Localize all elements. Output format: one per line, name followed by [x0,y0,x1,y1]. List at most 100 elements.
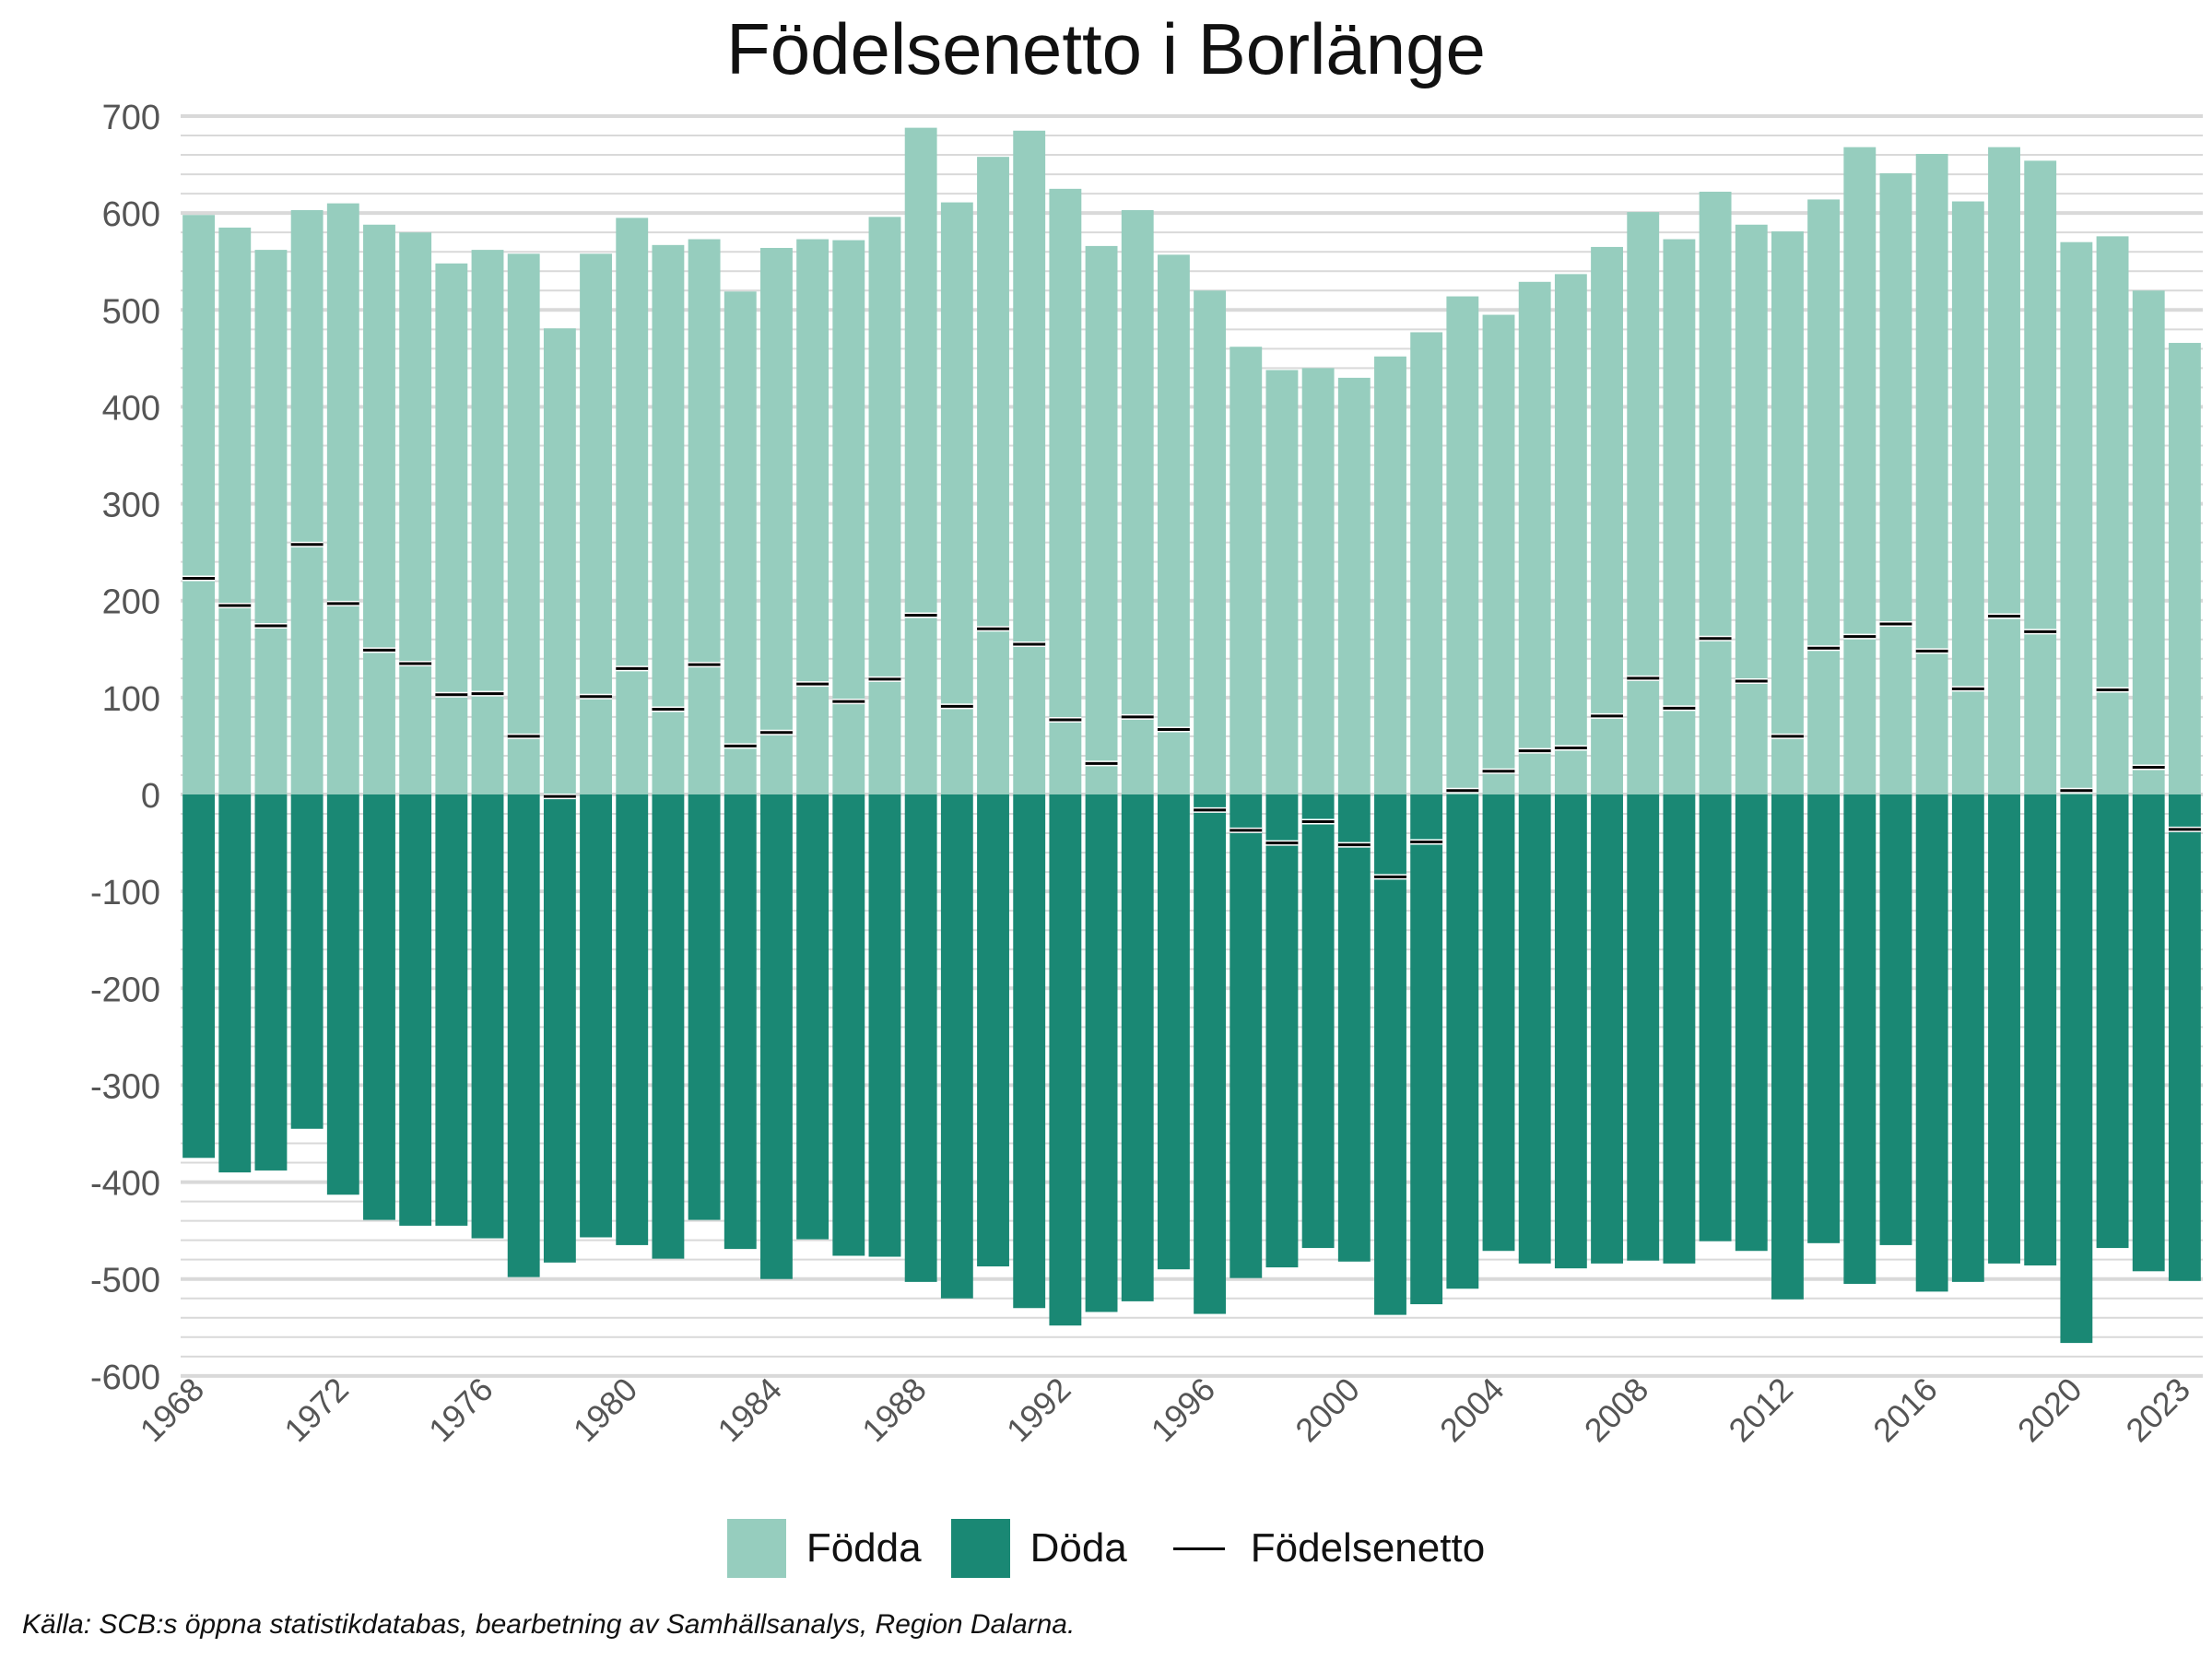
legend-item-fodelsenetto: Födelsenetto [1157,1525,1485,1571]
bar-fodda [904,127,937,795]
bar-doda [904,794,937,1282]
bar-fodda [254,250,288,794]
bar-doda [471,794,504,1239]
bar-fodda [832,240,865,794]
bar-fodda [2096,236,2129,794]
y-tick-label: 500 [102,292,160,331]
bar-doda [507,794,540,1277]
bar-doda [580,794,612,1238]
bar-doda [688,794,721,1220]
chart-title: Födelsenetto i Borlänge [726,8,1486,89]
bar-doda [254,794,288,1171]
bar-doda [832,794,865,1256]
bar-doda [218,794,252,1173]
y-tick-label: 600 [102,195,160,234]
legend-swatch-fodda [726,1519,786,1578]
bar-fodda [1013,130,1046,794]
legend-item-fodda: Födda [726,1519,922,1578]
x-tick-label: 1992 [999,1371,1078,1450]
bar-doda [1807,794,1841,1243]
bar-doda [1951,794,1984,1282]
legend: Födda Döda Födelsenetto [0,1519,2212,1578]
y-tick-label: 100 [102,680,160,719]
bar-doda [940,794,973,1299]
bar-doda [1121,794,1154,1301]
bar-doda [1194,794,1227,1314]
bar-fodda [1554,274,1587,795]
x-tick-label: 1980 [566,1371,645,1450]
bar-doda [2060,794,2093,1344]
bar-doda [1591,794,1623,1264]
bar-doda [1879,794,1912,1245]
bar-fodda [1085,245,1118,794]
bar-fodda [760,247,793,795]
x-tick-label: 1988 [854,1371,934,1450]
y-tick-label: -500 [90,1262,160,1300]
y-tick-label: -400 [90,1165,160,1204]
bar-doda [290,794,324,1129]
bar-doda [1230,794,1263,1278]
bar-doda [1265,794,1299,1268]
bar-fodda [1121,209,1154,794]
bar-fodda [1879,173,1912,794]
y-tick-label: 400 [102,389,160,428]
bar-doda [1013,794,1046,1309]
y-tick-label: 300 [102,487,160,525]
x-tick-label: 1996 [1144,1371,1223,1450]
bar-fodda [1230,347,1263,794]
x-tick-label: 2008 [1577,1371,1656,1450]
bar-doda [1446,794,1479,1289]
bar-doda [1699,794,1732,1241]
net-markers [182,541,2201,880]
bar-fodda [1771,231,1804,794]
bar-fodda [2132,290,2165,794]
bar-doda [796,794,830,1240]
bar-fodda [580,253,612,794]
bar-fodda [724,291,757,794]
bar-fodda [940,202,973,794]
bar-fodda [2024,160,2057,794]
x-tick-label: 1984 [710,1371,789,1450]
bar-doda [760,794,793,1279]
bar-fodda [435,263,468,794]
bar-doda [1374,794,1406,1315]
bar-fodda [1807,199,1841,794]
bar-doda [1085,794,1118,1312]
bar-doda [182,794,216,1159]
bar-doda [2024,794,2057,1265]
x-tick-label: 1976 [421,1371,500,1450]
bar-fodda [1157,254,1190,795]
x-tick-label: 2012 [1721,1371,1800,1450]
bar-fodda [182,215,216,794]
bar-fodda [1735,224,1768,794]
bar-fodda [796,239,830,794]
bar-fodda [1337,377,1371,794]
bar-doda [977,794,1009,1267]
legend-line-fodelsenetto [1172,1547,1225,1550]
bar-fodda [363,224,395,794]
bar-doda [1627,794,1660,1261]
bar-fodda [1663,239,1696,794]
bar-fodda [868,217,901,794]
y-axis: 700 600 500 400 300 200 100 0 -100 -200 -300 -400 -5… [90,99,160,1397]
bar-fodda [2060,241,2093,795]
bar-fodda [1627,212,1660,794]
bar-fodda [1265,370,1299,794]
y-tick-label: -100 [90,874,160,912]
legend-swatch-doda [950,1519,1010,1578]
source-note: Källa: SCB:s öppna statistikdatabas, bea… [22,1609,1076,1640]
x-tick-label: 2004 [1432,1371,1512,1450]
legend-label-fodda: Födda [806,1525,922,1571]
y-tick-label: 0 [141,777,160,816]
bar-fodda [543,328,576,794]
bar-fodda [1951,201,1984,795]
bar-fodda [1518,281,1551,794]
y-tick-label: -200 [90,971,160,1009]
bar-fodda [652,244,685,795]
bar-fodda [1446,296,1479,795]
bar-fodda [1915,154,1948,794]
bar-doda [363,794,395,1220]
y-tick-label: 200 [102,583,160,622]
x-tick-label: 2016 [1865,1371,1945,1450]
